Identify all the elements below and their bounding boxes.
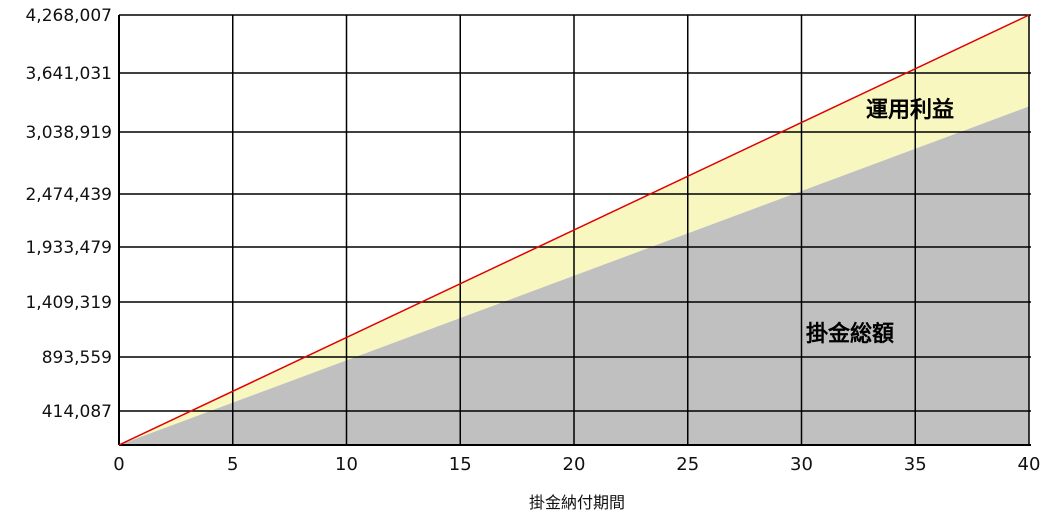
- y-tick-label: 1,933,479: [25, 238, 112, 258]
- x-tick-label: 20: [563, 454, 586, 475]
- total-value-line: [118, 14, 1030, 446]
- y-tick-label: 3,641,031: [25, 64, 112, 84]
- x-tick-label: 40: [1018, 454, 1041, 475]
- x-tick-label: 15: [449, 454, 472, 475]
- y-tick-label: 414,087: [42, 402, 112, 422]
- x-axis-ticks: 0 5 10 15 20 25 30 35 40: [113, 454, 1040, 475]
- x-tick-label: 35: [904, 454, 927, 475]
- x-axis-label: 掛金納付期間: [529, 493, 625, 512]
- y-tick-label: 3,038,919: [25, 123, 112, 143]
- y-axis-ticks: 414,087 893,559 1,409,319 1,933,479 2,474,43…: [25, 6, 112, 422]
- x-tick-label: 30: [790, 454, 813, 475]
- x-tick-label: 10: [335, 454, 358, 475]
- label-principal: 掛金総額: [806, 321, 894, 347]
- grid: [118, 14, 1031, 446]
- y-tick-label: 893,559: [42, 348, 112, 368]
- y-tick-label: 1,409,319: [25, 293, 112, 313]
- x-tick-label: 5: [227, 454, 238, 475]
- label-profit: 運用利益: [866, 97, 954, 123]
- x-tick-label: 0: [113, 454, 124, 475]
- y-tick-label: 4,268,007: [25, 6, 112, 26]
- x-tick-label: 25: [676, 454, 699, 475]
- y-tick-label: 2,474,439: [25, 185, 112, 205]
